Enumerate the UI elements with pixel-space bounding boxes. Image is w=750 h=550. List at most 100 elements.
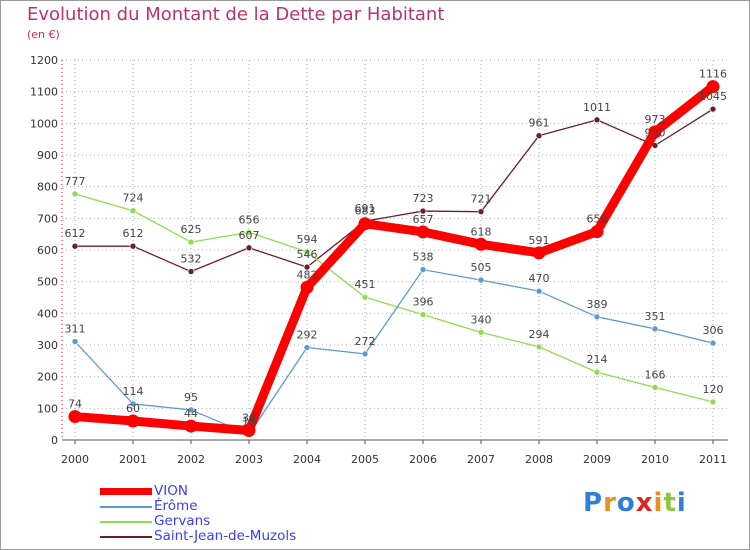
data-label: 591 [529,234,550,247]
x-tick-label: 2000 [61,453,89,466]
data-point [651,325,659,333]
y-tick-label: 1200 [30,54,58,67]
data-label: 721 [471,193,492,206]
data-point [126,414,140,428]
data-point [361,293,369,301]
x-tick-label: 2004 [293,453,321,466]
y-tick-label: 700 [37,212,58,225]
data-point [245,228,253,236]
data-point [129,400,137,408]
data-point [593,368,601,376]
data-label: 505 [471,261,492,274]
data-label: 607 [239,229,260,242]
x-tick-label: 2005 [351,453,379,466]
x-tick-label: 2003 [235,453,263,466]
data-label: 306 [703,324,724,337]
data-point [419,207,427,215]
data-label: 723 [413,192,434,205]
data-label: 44 [184,407,198,420]
data-point [187,268,195,275]
data-label: 166 [645,368,666,381]
data-label: 114 [123,385,144,398]
logo-letter: i [653,488,664,518]
legend-label: Saint-Jean-de-Muzols [154,528,297,544]
x-tick-label: 2010 [641,453,669,466]
x-tick-label: 2009 [583,453,611,466]
data-point [706,80,720,94]
data-label: 120 [703,383,724,396]
data-label: 612 [65,227,86,240]
data-point [416,225,430,239]
x-tick-label: 2001 [119,453,147,466]
data-point [303,263,311,271]
data-point [474,237,488,251]
data-label: 657 [413,213,434,226]
data-point [187,238,195,246]
data-label: 658 [587,213,608,226]
data-point [593,116,601,124]
data-label: 311 [65,323,86,336]
y-tick-label: 1000 [30,117,58,130]
data-point [532,246,546,260]
data-label: 18 [242,415,256,428]
logo-letter: r [603,488,617,518]
data-point [535,132,543,139]
legend-swatch [100,536,152,538]
data-point [358,217,372,231]
data-label: 961 [529,117,550,130]
data-point [129,207,137,215]
y-tick-label: 600 [37,244,58,257]
y-tick-label: 1100 [30,86,58,99]
legend-swatch [100,521,152,523]
data-point [477,208,485,215]
data-label: 294 [529,328,550,341]
x-tick-label: 2011 [699,453,727,466]
data-label: 340 [471,313,492,326]
series-line-saint-jean-de-muzols [74,108,714,273]
data-label: 214 [587,353,608,366]
data-point [245,244,253,252]
data-label: 594 [297,233,318,246]
data-point [71,242,79,250]
data-point [651,384,659,391]
data-point [593,313,601,321]
legend-swatch [100,506,152,508]
data-label: 683 [355,205,376,218]
data-label: 930 [645,127,666,140]
data-point [535,287,543,295]
data-point [68,410,82,424]
chart-unit: (en €) [27,28,60,41]
legend-label: VION [154,483,188,499]
data-label: 546 [297,248,318,261]
legend-label: Érôme [154,498,198,514]
data-point [419,311,427,318]
data-label: 470 [529,272,550,285]
y-tick-label: 0 [51,434,58,447]
data-label: 1045 [699,90,727,103]
data-label: 656 [239,213,260,226]
data-point [709,398,717,406]
data-point [71,338,79,345]
data-label: 74 [68,398,82,411]
logo-letter: o [616,488,636,518]
series-line-vion [70,82,718,435]
data-label: 973 [645,113,666,126]
data-label: 482 [297,268,318,281]
data-point [129,242,137,250]
data-point [71,190,79,198]
data-point [303,344,311,351]
data-point [242,424,256,437]
data-point [300,280,314,294]
series-line--r-me [74,268,714,435]
logo-letter: i [676,488,687,518]
data-label: 538 [413,251,434,264]
logo-letter: P [583,488,604,518]
data-point [648,125,662,139]
logo-letter: t [663,488,677,518]
data-label: 618 [471,225,492,238]
data-label: 612 [123,227,144,240]
data-label: 95 [184,391,198,404]
data-label: 625 [181,223,202,236]
data-label: 451 [355,278,376,291]
